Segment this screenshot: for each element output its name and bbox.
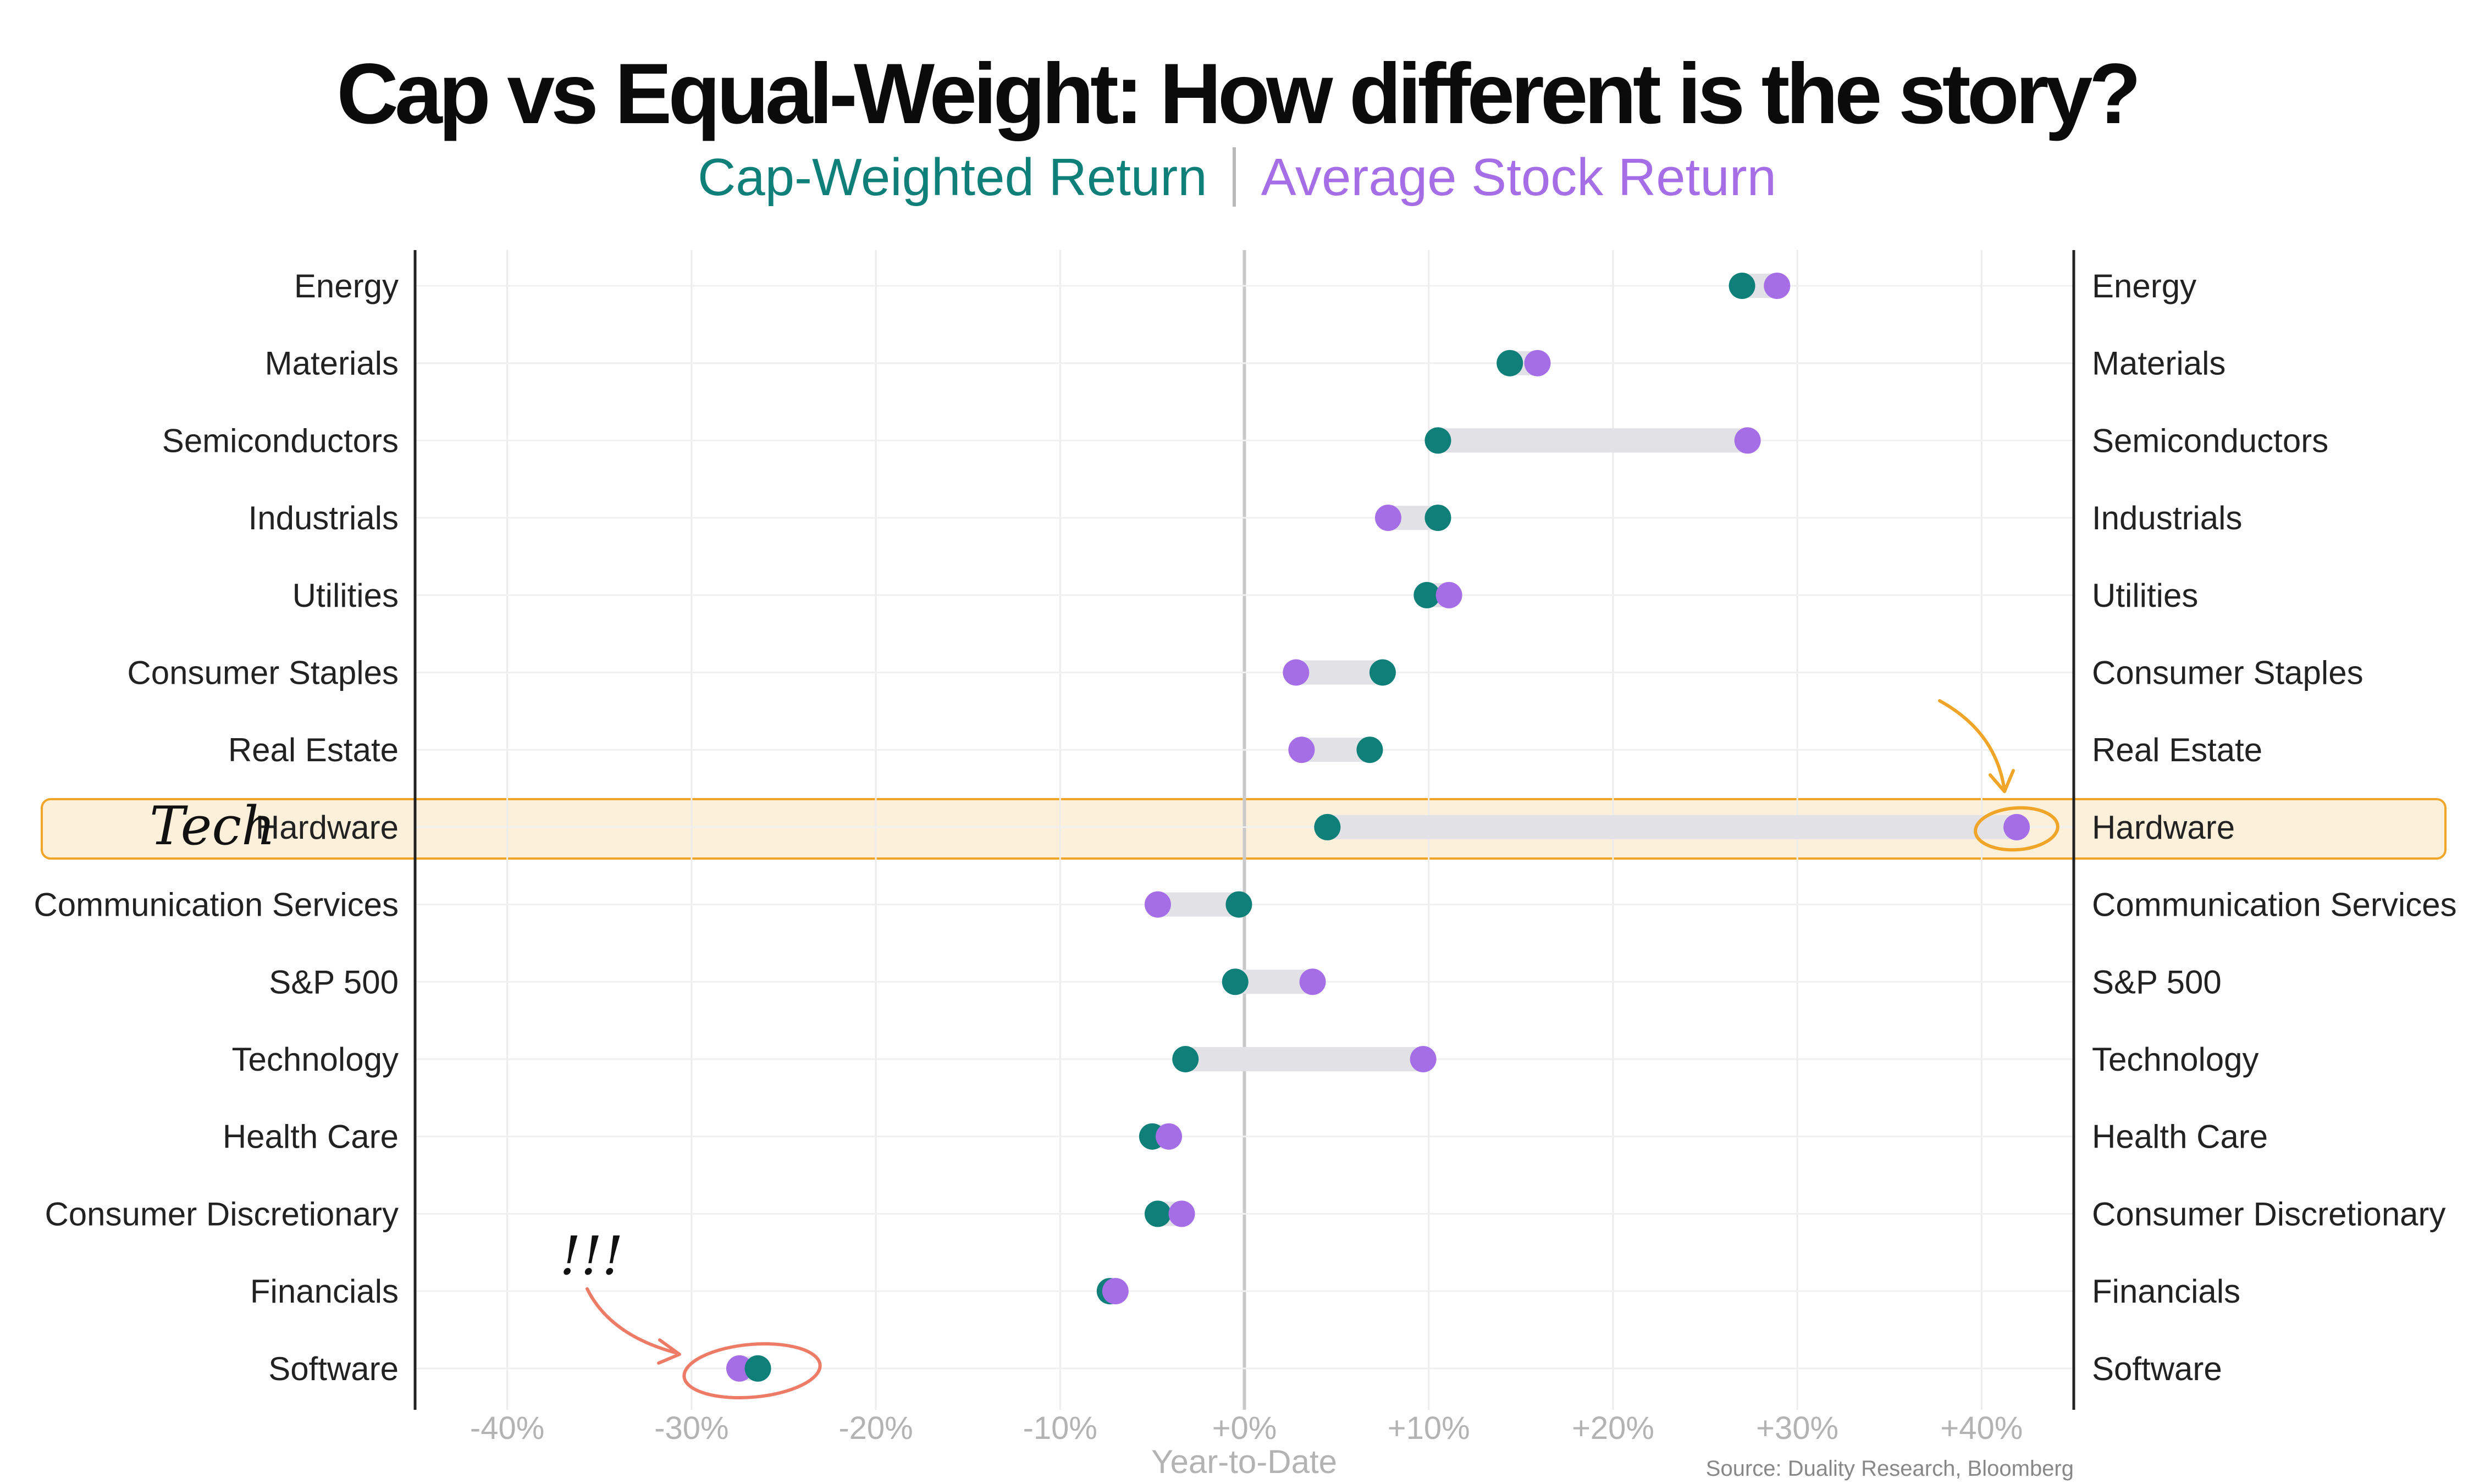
category-label-right: S&P 500 bbox=[2092, 964, 2222, 1000]
x-tick-label: -20% bbox=[838, 1410, 913, 1446]
average-stock-point bbox=[1734, 427, 1761, 454]
average-stock-point bbox=[1168, 1200, 1195, 1227]
x-tick-label: +10% bbox=[1388, 1410, 1470, 1446]
category-label-right: Semiconductors bbox=[2092, 422, 2328, 459]
category-label-right: Utilities bbox=[2092, 577, 2198, 614]
cap-weighted-point bbox=[1413, 582, 1440, 608]
cap-weighted-point bbox=[1356, 737, 1383, 763]
x-tick-label: +30% bbox=[1756, 1410, 1838, 1446]
average-stock-point bbox=[1410, 1046, 1437, 1072]
cap-weighted-point bbox=[1314, 813, 1341, 840]
x-tick-label: +0% bbox=[1212, 1410, 1277, 1446]
category-label-left: Utilities bbox=[292, 577, 399, 614]
cap-weighted-point bbox=[1369, 659, 1396, 686]
x-tick-labels: -40% -30% -20% -10% +0% +10% +20% +30% +40% bbox=[470, 1410, 2023, 1446]
category-label-right: Financials bbox=[2092, 1273, 2240, 1310]
average-stock-point bbox=[1435, 582, 1462, 608]
cap-weighted-point bbox=[1424, 427, 1451, 454]
category-label-right: Hardware bbox=[2092, 809, 2235, 846]
legend: Cap-Weighted Return Average Stock Return bbox=[0, 147, 2474, 211]
category-label-left: Energy bbox=[294, 268, 399, 304]
category-label-left: Financials bbox=[250, 1273, 399, 1310]
category-label-right: Consumer Discretionary bbox=[2092, 1195, 2446, 1232]
category-label-left: Health Care bbox=[223, 1118, 399, 1155]
average-stock-point bbox=[1524, 350, 1551, 376]
category-label-right: Consumer Staples bbox=[2092, 655, 2363, 691]
average-stock-point bbox=[1156, 1123, 1183, 1150]
category-label-left: Software bbox=[268, 1350, 399, 1387]
chart-marks bbox=[726, 273, 2030, 1382]
category-label-left: Consumer Staples bbox=[127, 655, 399, 691]
software-highlight-circle bbox=[682, 1342, 822, 1400]
hardware-highlight-circle bbox=[1974, 806, 2059, 852]
category-label-right: Materials bbox=[2092, 345, 2226, 382]
x-tick-label: -10% bbox=[1023, 1410, 1097, 1446]
category-label-left: Technology bbox=[231, 1041, 399, 1078]
category-label-right: Communication Services bbox=[2092, 887, 2457, 923]
average-stock-point bbox=[1144, 891, 1171, 918]
tech-annotation: Tech bbox=[150, 795, 275, 857]
average-stock-point bbox=[1102, 1278, 1129, 1305]
x-tick-label: +40% bbox=[1940, 1410, 2023, 1446]
category-label-right: Health Care bbox=[2092, 1118, 2268, 1155]
cap-weighted-point bbox=[1225, 891, 1252, 918]
average-stock-point bbox=[1374, 505, 1401, 531]
cap-weighted-point bbox=[1172, 1046, 1199, 1072]
category-label-right: Energy bbox=[2092, 268, 2196, 304]
x-tick-label: -40% bbox=[470, 1410, 544, 1446]
cap-weighted-point bbox=[744, 1355, 771, 1382]
average-stock-point bbox=[726, 1355, 753, 1382]
category-label-left: S&P 500 bbox=[269, 964, 399, 1000]
average-stock-point bbox=[1283, 659, 1310, 686]
category-label-left: Consumer Discretionary bbox=[45, 1195, 399, 1232]
category-label-right: Industrials bbox=[2092, 500, 2242, 536]
category-label-left: Real Estate bbox=[228, 732, 399, 768]
average-stock-point bbox=[1299, 968, 1326, 995]
cap-weighted-point bbox=[1222, 968, 1249, 995]
average-stock-point bbox=[1288, 737, 1315, 763]
x-axis-label: Year-to-Date bbox=[1151, 1443, 1337, 1480]
category-label-left: Industrials bbox=[248, 500, 399, 536]
legend-avg-label: Average Stock Return bbox=[1261, 148, 1777, 207]
category-labels: Energy Energy Materials Materials Semiconduc… bbox=[34, 268, 2456, 1387]
category-label-left: Materials bbox=[265, 345, 399, 382]
category-label-left: Hardware bbox=[256, 809, 399, 846]
category-label-left: Semiconductors bbox=[162, 422, 399, 459]
x-tick-label: -30% bbox=[654, 1410, 728, 1446]
legend-separator bbox=[1232, 147, 1236, 207]
average-stock-point bbox=[1764, 273, 1791, 299]
average-stock-point bbox=[2003, 813, 2030, 840]
cap-weighted-point bbox=[1729, 273, 1755, 299]
red-arrow bbox=[586, 1287, 681, 1365]
cap-weighted-point bbox=[1144, 1200, 1171, 1227]
exclaim-annotation: !!! bbox=[560, 1225, 623, 1287]
category-label-left: Communication Services bbox=[34, 887, 399, 923]
source-note: Source: Duality Research, Bloomberg bbox=[1706, 1457, 2074, 1481]
orange-arrow bbox=[1938, 699, 2015, 793]
category-label-right: Technology bbox=[2092, 1041, 2259, 1078]
cap-weighted-point bbox=[1496, 350, 1523, 376]
legend-cap-label: Cap-Weighted Return bbox=[697, 148, 1207, 207]
category-label-right: Software bbox=[2092, 1350, 2222, 1387]
x-tick-label: +20% bbox=[1572, 1410, 1654, 1446]
chart-title: Cap vs Equal-Weight: How different is th… bbox=[336, 46, 2141, 142]
cap-weighted-point bbox=[1424, 505, 1451, 531]
category-label-right: Real Estate bbox=[2092, 732, 2262, 768]
